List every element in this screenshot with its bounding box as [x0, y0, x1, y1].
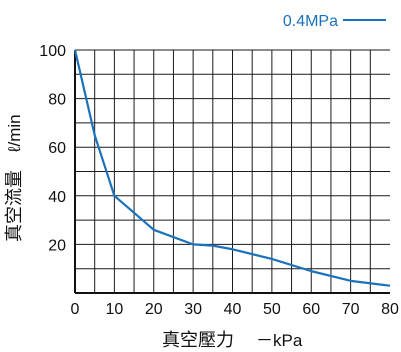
- x-axis-title-main: 真空壓力: [162, 330, 234, 351]
- y-axis-title: 真空流量 ℓ/min: [4, 114, 25, 242]
- x-axis-title: 真空壓力 －kPa: [162, 330, 303, 351]
- x-tick-label: 60: [302, 301, 320, 318]
- y-axis-title-unit: ℓ/min: [5, 114, 24, 153]
- legend-label: 0.4MPa: [283, 13, 338, 30]
- x-tick-label: 0: [71, 301, 80, 318]
- x-tick-labels: 0 10 20 30 40 50 60 70 80: [71, 301, 399, 318]
- x-axis-title-unit: －kPa: [256, 331, 303, 350]
- axes: [74, 50, 390, 294]
- y-tick-label: 20: [48, 237, 66, 254]
- grid: [75, 49, 390, 293]
- x-tick-label: 80: [381, 301, 399, 318]
- x-tick-label: 20: [145, 301, 163, 318]
- y-tick-label: 60: [48, 140, 66, 157]
- y-axis-title-main: 真空流量: [4, 170, 25, 242]
- x-tick-label: 70: [342, 301, 360, 318]
- legend: 0.4MPa: [283, 13, 386, 30]
- x-tick-label: 50: [263, 301, 281, 318]
- series-line: [73, 49, 391, 287]
- y-tick-label: 80: [48, 92, 66, 109]
- x-tick-label: 10: [105, 301, 123, 318]
- y-tick-labels: 20 40 60 80 100: [39, 43, 66, 254]
- x-tick-label: 40: [224, 301, 242, 318]
- x-tick-label: 30: [184, 301, 202, 318]
- y-tick-label: 40: [48, 189, 66, 206]
- series-layer: [73, 49, 391, 287]
- y-tick-label: 100: [39, 43, 66, 60]
